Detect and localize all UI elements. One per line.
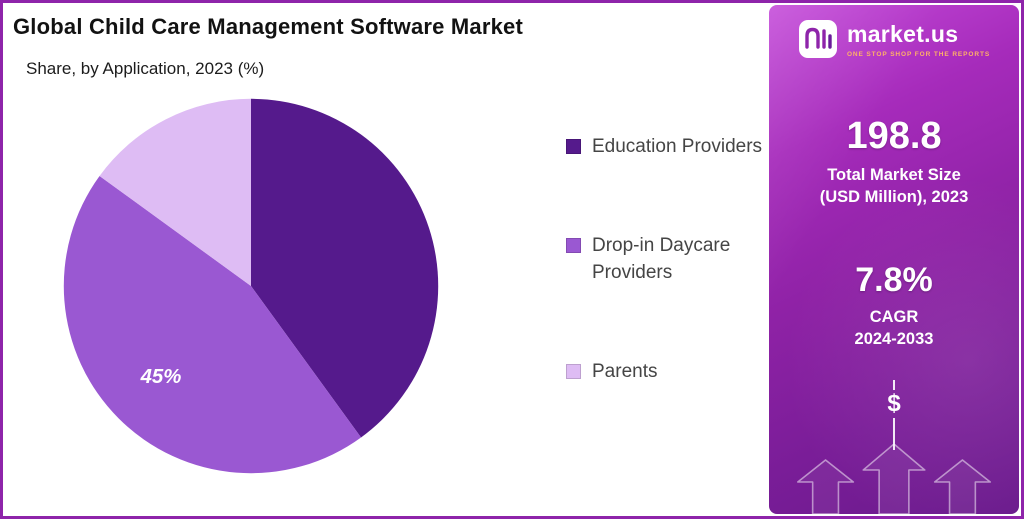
pie-data-label: 45%: [140, 366, 182, 388]
market-size-label: Total Market Size (USD Million), 2023: [820, 164, 969, 209]
stat-market-size: 198.8 Total Market Size (USD Million), 2…: [820, 117, 969, 209]
legend-label-parents: Parents: [592, 360, 658, 382]
legend-label-education-providers: Education Providers: [592, 136, 763, 157]
pie-slice-2: [63, 175, 362, 474]
legend-item-education-providers: Education Providers: [566, 133, 764, 161]
legend-swatch-parents: [566, 363, 581, 379]
market-size-value: 198.8: [846, 115, 942, 157]
growth-arrows-icon: [796, 444, 992, 514]
pie-slice-1: [251, 98, 439, 438]
marketus-logo-icon: [798, 19, 838, 59]
chart-subtitle: Share, by Application, 2023 (%): [26, 59, 265, 78]
growth-arrow-center-icon: [862, 444, 926, 514]
growth-arrow-right-icon: [933, 459, 992, 514]
dollar-symbol: $: [887, 390, 901, 418]
legend: Education Providers Drop-in Daycare Prov…: [566, 133, 764, 385]
legend-swatch-drop-in-daycare-providers: [566, 237, 581, 253]
legend-item-drop-in-daycare-providers: Drop-in Daycare Providers: [566, 232, 764, 287]
cagr-label-line1: CAGR: [869, 307, 919, 326]
growth-arrow-left-icon: [796, 459, 855, 514]
cagr-value: 7.8%: [855, 260, 933, 299]
dollar-icon: $: [887, 380, 901, 450]
legend-label-drop-in-daycare-providers: Drop-in Daycare Providers: [592, 234, 731, 284]
brand-panel: market.us ONE STOP SHOP FOR THE REPORTS …: [769, 5, 1019, 514]
cagr-label-line2: 2024-2033: [854, 329, 934, 348]
brand-text: market.us ONE STOP SHOP FOR THE REPORTS: [847, 21, 990, 58]
dollar-pole-bottom: [892, 417, 895, 450]
market-size-label-line2: (USD Million), 2023: [819, 188, 969, 207]
legend-swatch-education-providers: [566, 139, 581, 154]
chart-title: Global Child Care Management Software Ma…: [13, 14, 524, 39]
legend-item-parents: Parents: [566, 358, 764, 386]
pie-chart: 45%: [63, 98, 439, 474]
pie-slice-3: [99, 98, 251, 286]
brand-name: market.us: [846, 20, 959, 47]
cagr-label: CAGR 2024-2033: [855, 306, 934, 351]
chart-section: Global Child Care Management Software Ma…: [3, 3, 769, 516]
market-size-label-line1: Total Market Size: [827, 166, 961, 184]
stat-cagr: 7.8% CAGR 2024-2033: [855, 263, 934, 351]
brand-header: market.us ONE STOP SHOP FOR THE REPORTS: [798, 19, 990, 59]
dollar-pole-top: [892, 380, 895, 391]
brand-tagline: ONE STOP SHOP FOR THE REPORTS: [846, 50, 991, 58]
